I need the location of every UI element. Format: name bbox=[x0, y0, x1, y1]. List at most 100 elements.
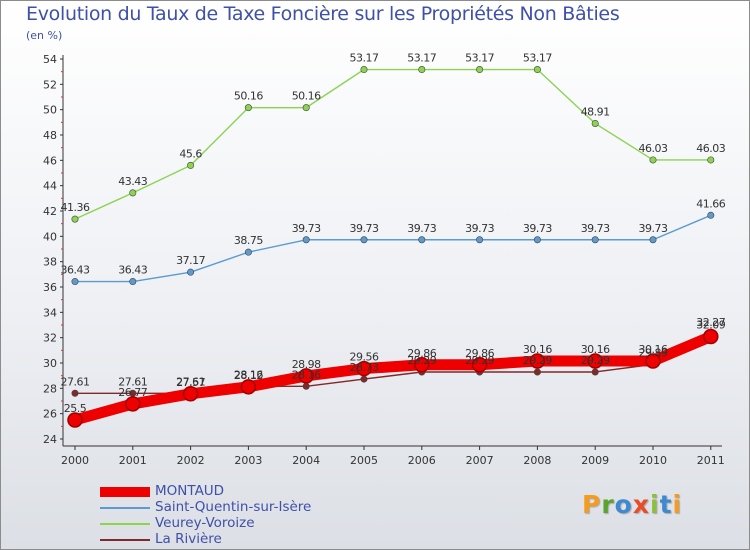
data-label: 39.73 bbox=[523, 222, 552, 235]
data-label: 30.16 bbox=[581, 343, 610, 356]
legend-swatch bbox=[100, 487, 150, 497]
data-point bbox=[360, 375, 368, 383]
data-point bbox=[302, 104, 310, 112]
legend-label: La Rivière bbox=[155, 531, 222, 547]
data-point bbox=[418, 236, 426, 244]
data-point bbox=[591, 236, 599, 244]
data-label: 39.73 bbox=[465, 222, 494, 235]
y-tick-label: 50 bbox=[43, 104, 57, 117]
proxiti-logo: Proxiti bbox=[582, 490, 682, 519]
x-tick-label: 2008 bbox=[523, 454, 551, 467]
y-tick-label: 42 bbox=[43, 205, 57, 218]
data-point bbox=[187, 268, 195, 276]
legend-item: MONTAUD bbox=[100, 483, 400, 500]
data-label: 50.16 bbox=[292, 90, 321, 103]
data-point bbox=[71, 389, 79, 397]
data-label: 53.17 bbox=[523, 52, 552, 65]
data-label: 36.43 bbox=[118, 264, 147, 277]
x-tick-label: 2006 bbox=[408, 454, 436, 467]
logo-letter: r bbox=[601, 490, 615, 519]
series-line-2 bbox=[74, 68, 712, 220]
data-label: 29.89 bbox=[639, 346, 668, 359]
data-label: 32.27 bbox=[696, 316, 725, 329]
data-point bbox=[71, 215, 79, 223]
data-point bbox=[645, 353, 661, 369]
data-point bbox=[67, 412, 83, 428]
logo-letter: t bbox=[659, 490, 673, 519]
data-label: 53.17 bbox=[350, 52, 379, 65]
data-point bbox=[187, 161, 195, 169]
legend: MONTAUD Saint-Quentin-sur-Isère Veurey-Vor… bbox=[100, 483, 400, 548]
x-tick-label: 2004 bbox=[292, 454, 320, 467]
legend-label: Saint-Quentin-sur-Isère bbox=[155, 499, 312, 515]
data-label: 41.36 bbox=[61, 201, 90, 214]
data-label: 39.73 bbox=[581, 222, 610, 235]
logo-letter: i bbox=[672, 490, 683, 519]
data-point bbox=[533, 368, 541, 376]
legend-item: Veurey-Voroize bbox=[100, 515, 400, 532]
data-label: 48.91 bbox=[581, 105, 610, 118]
y-tick-label: 52 bbox=[43, 78, 57, 91]
x-tick-label: 2000 bbox=[61, 454, 89, 467]
data-label: 29.29 bbox=[581, 354, 610, 367]
data-label: 27.61 bbox=[61, 375, 90, 388]
logo-letter: x bbox=[632, 490, 650, 519]
data-label: 38.75 bbox=[234, 234, 263, 247]
y-tick-label: 36 bbox=[43, 281, 57, 294]
data-label: 29.29 bbox=[407, 354, 436, 367]
data-point bbox=[476, 66, 484, 74]
data-label: 45.6 bbox=[179, 147, 202, 160]
data-label: 53.17 bbox=[465, 52, 494, 65]
data-label: 39.73 bbox=[350, 222, 379, 235]
data-label: 27.61 bbox=[118, 375, 147, 388]
data-point bbox=[649, 156, 657, 164]
data-label: 26.77 bbox=[118, 386, 147, 399]
y-tick-label: 54 bbox=[43, 53, 57, 66]
legend-swatch bbox=[100, 539, 150, 541]
data-point bbox=[533, 66, 541, 74]
data-point bbox=[707, 156, 715, 164]
y-tick-label: 38 bbox=[43, 256, 57, 269]
data-label: 50.16 bbox=[234, 90, 263, 103]
y-tick-label: 34 bbox=[43, 306, 57, 319]
x-tick-label: 2002 bbox=[177, 454, 205, 467]
data-point bbox=[240, 379, 257, 395]
data-point bbox=[298, 368, 314, 384]
x-tick-label: 2009 bbox=[581, 454, 609, 467]
data-label: 53.17 bbox=[407, 52, 436, 65]
data-label: 28.12 bbox=[234, 369, 263, 382]
data-label: 32.09 bbox=[696, 319, 725, 332]
data-point bbox=[533, 236, 541, 244]
y-tick-label: 40 bbox=[43, 230, 57, 243]
data-point bbox=[182, 386, 199, 402]
y-tick-label: 32 bbox=[43, 332, 57, 345]
data-point bbox=[302, 236, 310, 244]
series-line-0 bbox=[69, 331, 717, 426]
y-tick-label: 48 bbox=[43, 129, 57, 142]
data-point bbox=[244, 248, 252, 256]
y-tick-label: 46 bbox=[43, 154, 57, 167]
data-point bbox=[591, 119, 599, 127]
data-point bbox=[418, 66, 426, 74]
x-tick-label: 2011 bbox=[697, 454, 725, 467]
x-tick-label: 2010 bbox=[639, 454, 667, 467]
data-point bbox=[302, 382, 310, 390]
x-tick-label: 2007 bbox=[466, 454, 494, 467]
logo-letter: o bbox=[614, 490, 633, 519]
data-point bbox=[244, 104, 252, 112]
data-point bbox=[703, 328, 719, 345]
data-label: 25.5 bbox=[64, 402, 87, 415]
y-tick-label: 26 bbox=[43, 408, 57, 421]
data-label: 27.57 bbox=[176, 376, 205, 389]
data-point bbox=[649, 236, 657, 244]
data-point bbox=[129, 278, 137, 286]
logo-letter: P bbox=[582, 490, 602, 519]
logo-letter: i bbox=[650, 490, 660, 519]
data-label: 28.16 bbox=[234, 368, 263, 381]
data-label: 41.66 bbox=[696, 197, 725, 210]
legend-swatch bbox=[100, 523, 150, 525]
data-label: 30.16 bbox=[639, 343, 668, 356]
y-axis-unit-label: (en %) bbox=[26, 29, 63, 42]
